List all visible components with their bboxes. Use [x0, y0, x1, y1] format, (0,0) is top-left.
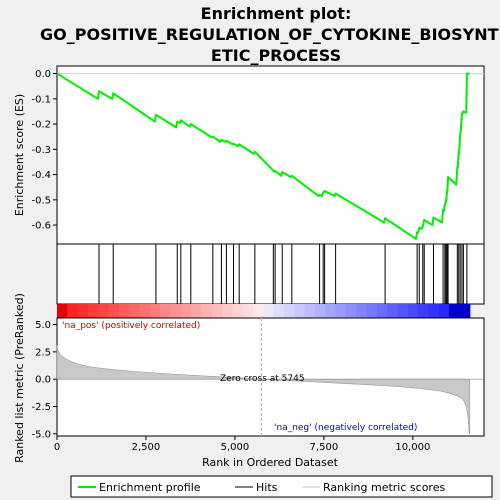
es-tick-label: -0.1 — [31, 94, 51, 105]
ranking-bar-segment — [273, 304, 285, 318]
ranking-bar-segment — [211, 304, 223, 318]
ranking-bar-segment — [335, 304, 347, 318]
metric-tick-label: 2.5 — [35, 347, 51, 358]
es-tick-label: -0.4 — [31, 170, 51, 181]
ranking-bar-segment — [284, 304, 295, 318]
ranking-bar-segment — [449, 304, 461, 318]
metric-area — [56, 318, 484, 436]
legend: Enrichment profile Hits Ranking metric s… — [70, 475, 493, 498]
ranking-bar-segment — [170, 304, 182, 318]
ranking-bar-segment — [57, 304, 68, 318]
ranking-bar-segment — [67, 304, 79, 318]
ranking-bar-segment — [294, 304, 306, 318]
ranking-bar-segment — [366, 304, 378, 318]
es-tick-label: -0.5 — [31, 195, 51, 206]
x-tick-label: 7,500 — [310, 442, 339, 453]
es-tick-label: -0.2 — [31, 120, 51, 131]
ranking-bar-segment — [222, 304, 234, 318]
metric-tick-label: -2.5 — [31, 402, 51, 413]
ranking-bar-segment — [345, 304, 357, 318]
ranking-bar-segment — [376, 304, 388, 318]
x-axis-label: Rank in Ordered Dataset — [202, 456, 339, 469]
ranking-bar-segment — [87, 304, 99, 318]
ranking-bar-segment — [263, 304, 275, 318]
metric-tick-label: 0.0 — [35, 375, 51, 386]
title-line-3: ETIC_PROCESS — [211, 46, 341, 65]
ranking-bar-segment — [242, 304, 254, 318]
es-profile — [56, 72, 470, 240]
ranking-bar-segment — [438, 304, 450, 318]
ranking-bar-segment — [98, 304, 110, 318]
ranking-bar-segment — [253, 304, 264, 318]
ranking-bar-segment — [149, 304, 161, 318]
neg-label: 'na_neg' (negatively correlated) — [274, 423, 417, 433]
zero-cross-label: Zero cross at 5745 — [220, 374, 305, 384]
ranking-bar-segment — [325, 304, 337, 318]
hits-panel — [56, 243, 485, 305]
metric-tick-label: 5.0 — [35, 320, 51, 331]
hit-lines — [98, 244, 468, 304]
ranking-bar-segment — [129, 304, 141, 318]
ranking-bar-segment — [139, 304, 151, 318]
metric-area-fill — [56, 345, 471, 434]
es-tick-label: -0.3 — [31, 145, 51, 156]
title-line-1: Enrichment plot: — [201, 4, 352, 23]
legend-box — [70, 475, 493, 498]
es-profile-line — [56, 72, 470, 240]
legend-metric-label: Ranking metric scores — [323, 481, 445, 494]
ranking-bar-segment — [356, 304, 368, 318]
metric-axis-ticks: 5.0 2.5 0.0 -2.5 -5.0 — [31, 320, 57, 440]
ranking-bar-segment — [397, 304, 409, 318]
ranking-bar-segment — [118, 304, 130, 318]
ranking-bar-segment — [232, 304, 244, 318]
pos-label: 'na_pos' (positively correlated) — [62, 321, 200, 331]
es-tick-label: 0.0 — [35, 69, 51, 80]
ranking-bar-segment — [180, 304, 192, 318]
legend-profile-label: Enrichment profile — [99, 481, 201, 494]
ranking-bar-segment — [314, 304, 326, 318]
ranking-bar-segment — [428, 304, 440, 318]
y-axis-label-es: Enrichment score (ES) — [13, 94, 26, 216]
x-tick-label: 10,000 — [395, 442, 430, 453]
es-axis-ticks: 0.0 -0.1 -0.2 -0.3 -0.4 -0.5 -0.6 — [31, 69, 484, 232]
ranking-bar-segment — [77, 304, 89, 318]
es-tick-label: -0.6 — [31, 221, 51, 232]
legend-hits-label: Hits — [256, 481, 278, 494]
ranking-bar-segment — [191, 304, 203, 318]
x-tick-label: 5,000 — [221, 442, 250, 453]
ranking-bar-segment — [407, 304, 419, 318]
ranking-bar-segment — [418, 304, 430, 318]
ranking-bar-segment — [160, 304, 172, 318]
title-line-2: GO_POSITIVE_REGULATION_OF_CYTOKINE_BIOSY… — [40, 25, 500, 44]
es-panel — [56, 65, 485, 245]
y-axis-label-metric: Ranked list metric (PreRanked) — [13, 293, 26, 463]
ranking-bar-segment — [459, 304, 471, 318]
x-axis-ticks: 0 2,500 5,000 7,500 10,000 — [54, 436, 430, 453]
ranking-bar-segment — [304, 304, 316, 318]
ranking-bar-segment — [201, 304, 213, 318]
ranking-color-bar — [57, 304, 471, 318]
x-tick-label: 2,500 — [132, 442, 161, 453]
ranking-bar-segment — [108, 304, 120, 318]
ranking-bar-segment — [387, 304, 399, 318]
metric-tick-label: -5.0 — [31, 429, 51, 440]
x-tick-label: 0 — [54, 442, 60, 453]
